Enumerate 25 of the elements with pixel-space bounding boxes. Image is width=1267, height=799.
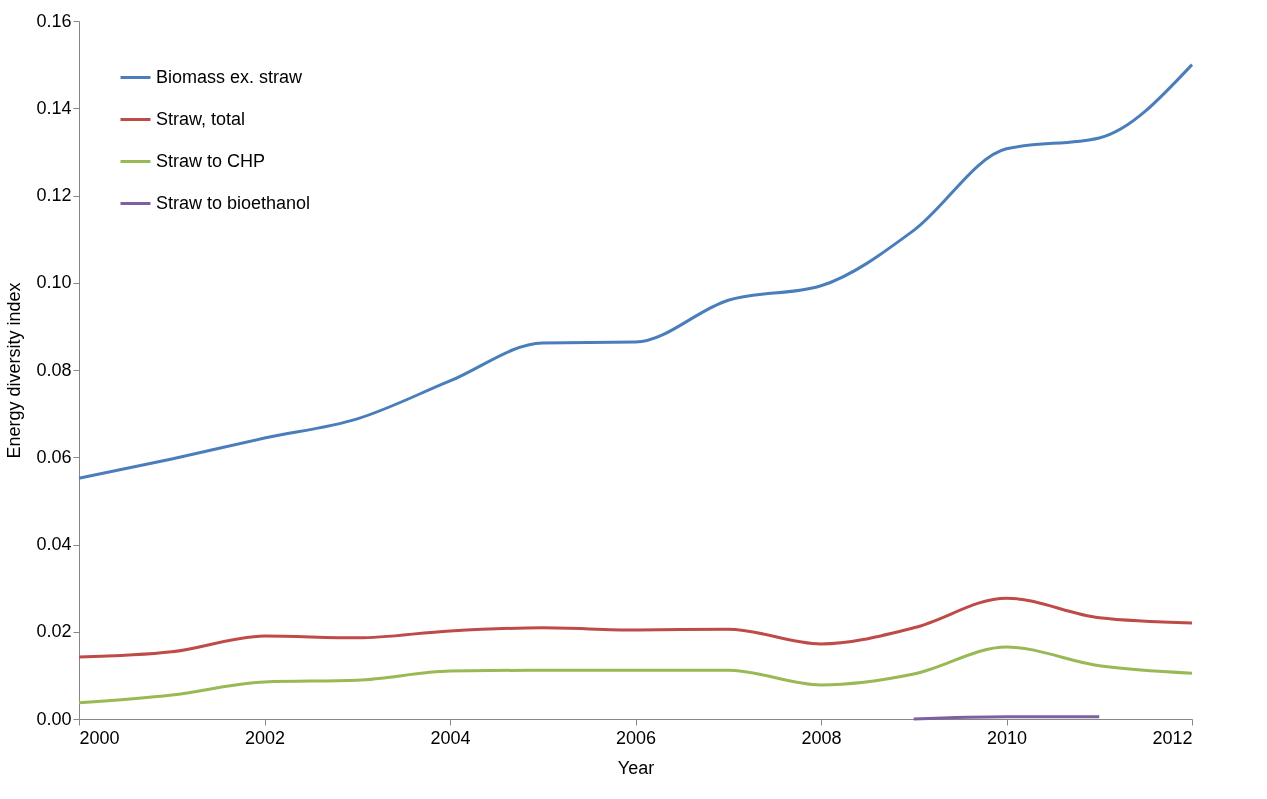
legend-label: Straw, total: [156, 108, 246, 129]
line-series: [77, 645, 1194, 705]
x-tick-label: 2008: [801, 727, 842, 748]
legend-label: Straw to CHP: [156, 150, 266, 171]
x-axis-title: Year: [617, 757, 655, 778]
x-tick-label: 2010: [986, 727, 1028, 748]
y-tick-label: 0.02: [36, 621, 72, 642]
y-tick-label: 0.16: [36, 10, 72, 31]
x-tick-label: 2006: [615, 727, 657, 748]
x-tick-label: 2012: [1152, 727, 1193, 748]
y-tick-label: 0.00: [36, 708, 72, 729]
y-axis-title: Energy diversity index: [4, 282, 25, 459]
legend-label: Straw to bioethanol: [156, 192, 311, 213]
y-tick-label: 0.06: [36, 446, 72, 467]
y-tick-label: 0.04: [36, 534, 72, 554]
y-tick-label: 0.10: [36, 272, 72, 293]
x-tick-label: 2000: [79, 727, 120, 748]
x-tick-label: 2004: [430, 727, 471, 748]
line-series: [77, 63, 1194, 480]
y-tick-label: 0.08: [36, 359, 72, 380]
x-tick-label: 2002: [244, 727, 286, 748]
line-series: [77, 596, 1194, 659]
y-tick-label: 0.12: [36, 185, 72, 205]
legend-label: Biomass ex. straw: [156, 66, 304, 87]
y-tick-label: 0.14: [36, 97, 72, 118]
